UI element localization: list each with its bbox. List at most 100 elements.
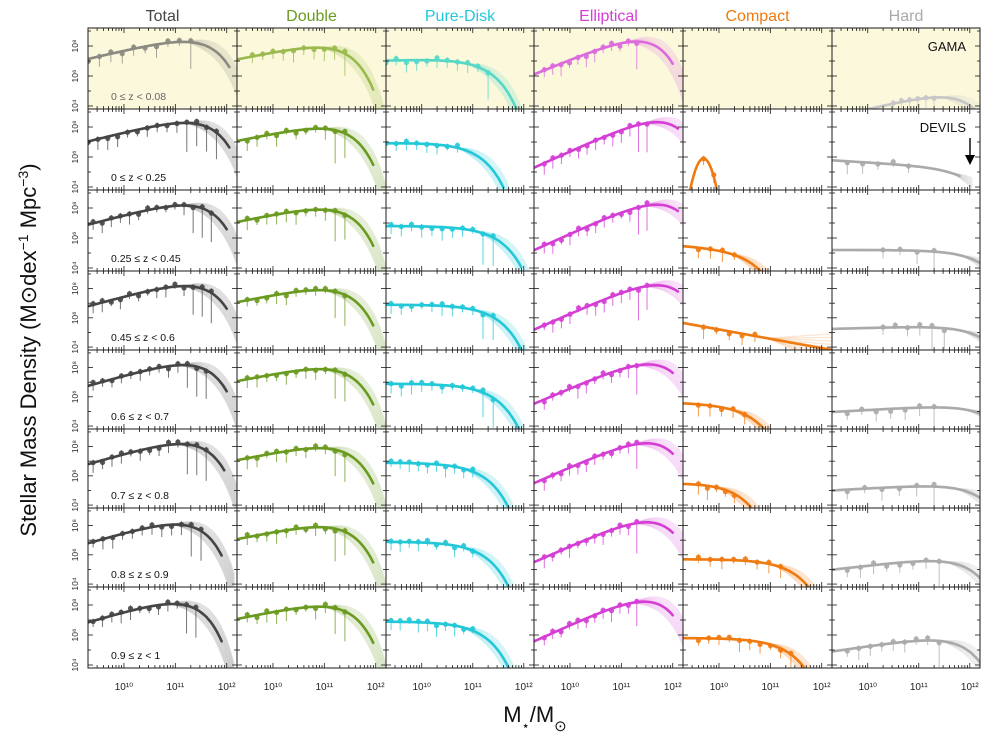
data-point [726,331,732,337]
data-point [322,286,328,292]
panel-content [88,281,237,346]
data-point [208,288,214,294]
data-point [618,289,624,296]
data-point [144,125,150,131]
panel-total-row-0: 0 ≤ z < 0.08 [87,27,238,110]
data-point [475,63,481,69]
data-point [442,621,449,627]
column-title-elliptical: Elliptical [579,8,638,25]
data-point [593,301,599,308]
data-point [408,303,415,309]
panel-background [237,109,386,190]
panel-content [534,438,683,491]
panel-content [832,634,980,668]
data-point [128,371,134,377]
data-point [408,380,415,386]
data-point [415,539,421,545]
panel-background [237,508,386,587]
data-point [461,467,467,473]
data-point [213,128,220,134]
data-point [126,211,133,217]
data-point [188,38,194,44]
data-point [433,623,440,629]
data-point [283,127,289,134]
data-point [117,213,124,219]
panel-content [832,246,980,271]
panel-row-5: 10⁴ 10⁶ 10⁸ 0.7 ≤ z < 0.8 [70,428,981,512]
panel-background [832,109,980,190]
data-point [414,59,420,65]
data-point [707,246,714,252]
data-point [163,204,169,211]
data-point [880,324,886,330]
redshift-label: 0.7 ≤ z < 0.8 [111,490,169,502]
data-point [172,281,178,287]
data-point [293,524,299,530]
panel-background [534,350,683,429]
data-point [99,298,105,304]
panel-content [534,596,683,648]
data-point [154,122,160,129]
data-point [454,59,461,65]
panel-pure-disk-row-0 [385,27,535,110]
data-point [859,406,865,412]
data-point [600,370,606,376]
data-point [700,156,707,162]
column-title-total: Total [146,8,180,25]
data-point [321,46,327,52]
data-point [844,489,850,495]
data-point [115,134,121,140]
data-point [118,373,124,379]
data-point [273,448,280,454]
data-point [100,536,106,542]
data-point [303,208,309,214]
data-point [156,445,162,451]
best-fit-line [832,159,961,178]
data-point [910,560,916,566]
data-point [550,155,556,161]
data-point [736,637,743,643]
data-point [788,650,794,656]
data-point [625,441,631,447]
data-point [388,538,394,544]
best-fit-line [683,321,832,350]
data-point [99,220,105,226]
data-point [470,466,476,472]
data-point [406,538,412,544]
panel-background [386,271,534,350]
panel-content [683,321,832,350]
data-point [193,604,199,610]
data-point [941,328,947,334]
data-point [870,560,877,566]
x-tick-label: 10¹⁰ [264,682,282,693]
data-point [283,208,289,214]
data-point [480,312,486,318]
data-point [188,521,194,528]
data-point [159,524,165,530]
data-point [264,450,270,456]
data-point [695,554,702,560]
best-fit-line [862,96,976,109]
data-point [625,602,631,608]
panel-hard-row-5 [831,428,981,509]
data-point [322,601,328,607]
data-point [332,448,338,454]
data-point [752,331,758,337]
data-point [567,147,573,154]
data-point [165,439,172,445]
data-point [592,376,598,382]
panel-content [88,438,237,508]
data-point [627,209,633,215]
data-point [398,223,404,230]
data-point [393,140,399,147]
data-point [490,397,496,403]
y-tick-label: 10⁶ [70,311,80,324]
data-point [617,522,623,528]
x-axis-label-m: M [503,702,521,727]
data-point [742,412,748,418]
data-point [444,57,450,63]
data-point [617,445,623,451]
data-point [303,604,309,610]
panel-background [237,350,386,429]
data-point [635,121,642,127]
